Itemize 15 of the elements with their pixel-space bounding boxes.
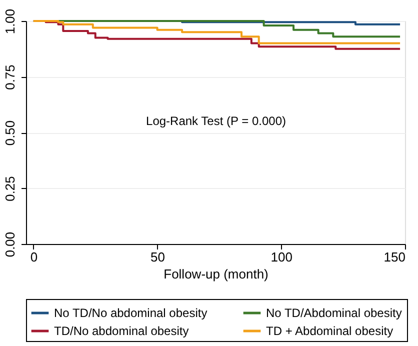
x-axis-title: Follow-up (month) [164, 266, 268, 282]
x-tick-label: 0 [30, 250, 38, 264]
y-tick-label: 0.75 [2, 64, 18, 90]
legend-label: No TD/Abdominal obesity [266, 306, 402, 320]
y-tick-label: 0.00 [2, 232, 18, 258]
annotation: Log-Rank Test (P = 0.000) [146, 114, 286, 128]
legend-label: TD + Abdominal obesity [266, 324, 394, 338]
x-tick-label: 100 [270, 250, 292, 264]
x-tick-label: 150 [384, 250, 406, 264]
y-tick-label: 0.25 [2, 176, 18, 202]
legend-label: TD/No abdominal obesity [54, 324, 189, 338]
x-tick-label: 50 [150, 250, 166, 264]
y-tick-label: 1.00 [2, 8, 18, 34]
legend-label: No TD/No abdominal obesity [54, 306, 208, 320]
y-tick-label: 0.50 [2, 120, 18, 146]
